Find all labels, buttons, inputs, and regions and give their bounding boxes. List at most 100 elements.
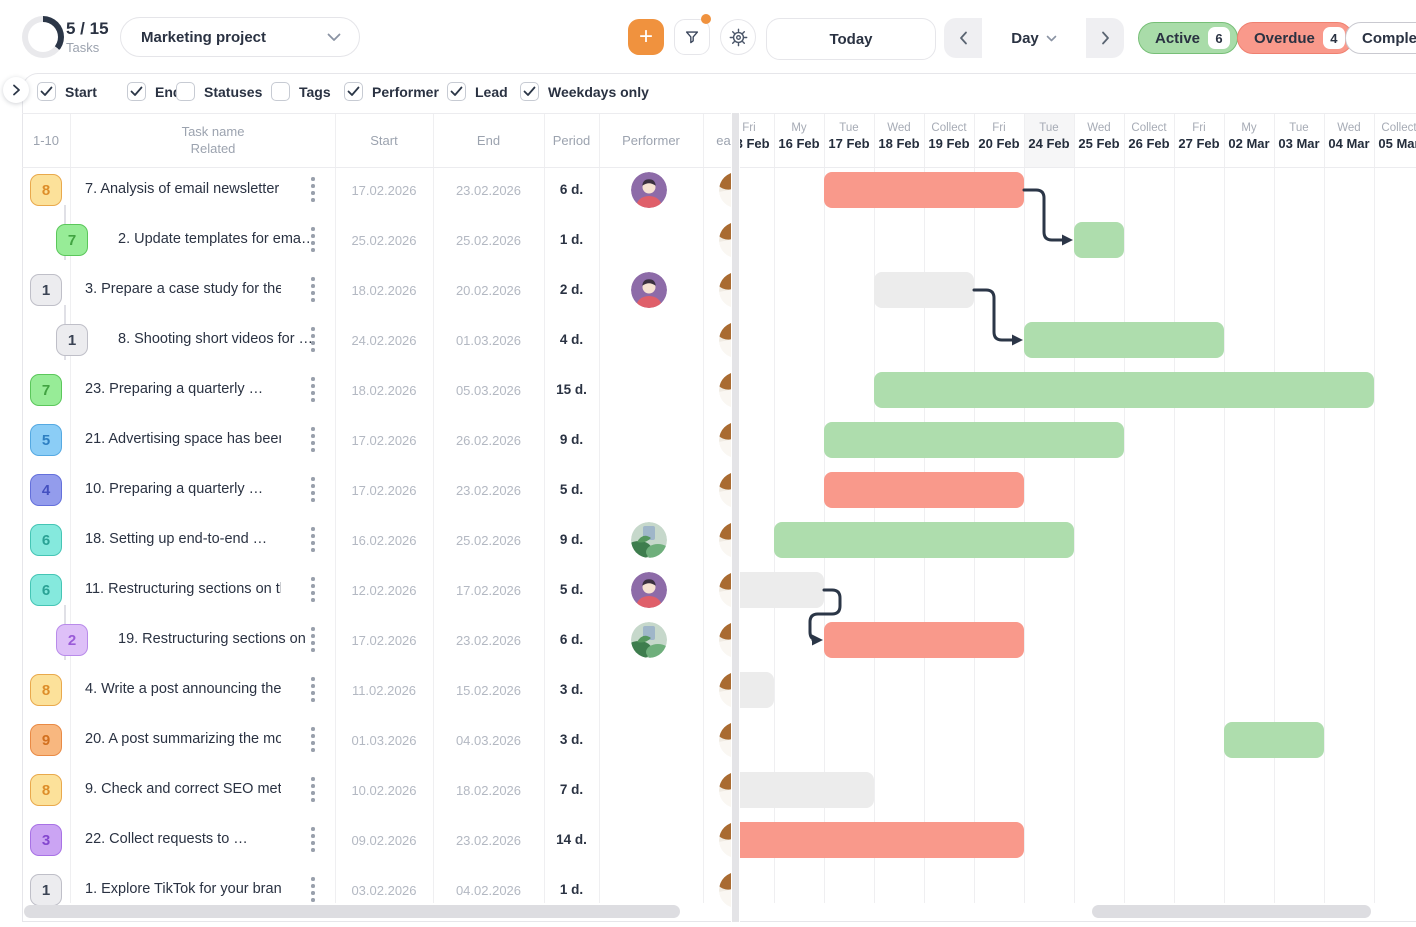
task-menu-handle[interactable] xyxy=(311,527,315,552)
task-status-badge[interactable]: 8 xyxy=(30,674,62,706)
filter-toggle-tags[interactable]: Tags xyxy=(271,82,331,101)
lead-avatar[interactable] xyxy=(719,372,731,408)
gantt-horizontal-scrollbar[interactable] xyxy=(1092,905,1371,918)
lead-avatar[interactable] xyxy=(719,222,731,258)
prev-period-button[interactable] xyxy=(944,18,982,58)
gantt-bar-gray[interactable] xyxy=(733,772,874,808)
performer-avatar[interactable] xyxy=(631,172,667,208)
lead-avatar[interactable] xyxy=(719,872,731,908)
task-name[interactable]: 20. A post summarizing the mont… xyxy=(85,731,281,747)
lead-avatar[interactable] xyxy=(719,472,731,508)
lead-avatar[interactable] xyxy=(719,722,731,758)
task-status-badge[interactable]: 8 xyxy=(30,174,62,206)
task-menu-handle[interactable] xyxy=(311,577,315,602)
zoom-level-select[interactable]: Day xyxy=(982,18,1086,58)
lead-avatar[interactable] xyxy=(719,522,731,558)
filter-toggle-statuses[interactable]: Statuses xyxy=(176,82,262,101)
complete-tasks-pill[interactable]: Complete xyxy=(1345,22,1416,54)
task-name[interactable]: 4. Write a post announcing the … xyxy=(85,681,281,697)
lead-avatar[interactable] xyxy=(719,622,731,658)
lead-avatar[interactable] xyxy=(719,772,731,808)
task-menu-handle[interactable] xyxy=(311,727,315,752)
gantt-bar-red[interactable] xyxy=(824,172,1024,208)
gantt-bar-gray[interactable] xyxy=(733,572,824,608)
gantt-bar-red[interactable] xyxy=(733,822,1024,858)
task-name[interactable]: 22. Collect requests to … xyxy=(85,831,248,847)
task-menu-handle[interactable] xyxy=(311,827,315,852)
task-name[interactable]: 3. Prepare a case study for the … xyxy=(85,281,281,297)
task-status-badge[interactable]: 2 xyxy=(56,624,88,656)
table-horizontal-scrollbar[interactable] xyxy=(24,905,680,918)
performer-avatar[interactable] xyxy=(631,572,667,608)
add-task-button[interactable]: + xyxy=(628,19,664,55)
today-button[interactable]: Today xyxy=(766,18,936,60)
performer-avatar[interactable] xyxy=(631,522,667,558)
performer-avatar[interactable] xyxy=(631,272,667,308)
task-menu-handle[interactable] xyxy=(311,327,315,352)
task-name[interactable]: 10. Preparing a quarterly … xyxy=(85,481,264,497)
task-name[interactable]: 19. Restructuring sections on … xyxy=(118,631,314,647)
overdue-tasks-pill[interactable]: Overdue 4 xyxy=(1237,22,1353,54)
task-status-badge[interactable]: 8 xyxy=(30,774,62,806)
task-name[interactable]: 1. Explore TikTok for your brand xyxy=(85,881,281,897)
filter-button[interactable] xyxy=(674,19,710,55)
task-status-badge[interactable]: 9 xyxy=(30,724,62,756)
task-menu-handle[interactable] xyxy=(311,227,315,252)
task-status-badge[interactable]: 3 xyxy=(30,824,62,856)
gantt-bar-gray[interactable] xyxy=(874,272,974,308)
next-period-button[interactable] xyxy=(1086,18,1124,58)
task-name[interactable]: 18. Setting up end-to-end … xyxy=(85,531,268,547)
task-name[interactable]: 7. Analysis of email newsletter … xyxy=(85,181,281,197)
filter-toggle-weekdays-only[interactable]: Weekdays only xyxy=(520,82,649,101)
task-menu-handle[interactable] xyxy=(311,177,315,202)
task-name[interactable]: 11. Restructuring sections on the … xyxy=(85,581,281,597)
task-status-badge[interactable]: 1 xyxy=(56,324,88,356)
task-menu-handle[interactable] xyxy=(311,627,315,652)
task-menu-handle[interactable] xyxy=(311,877,315,902)
filter-toggle-start[interactable]: Start xyxy=(37,82,97,101)
lead-avatar[interactable] xyxy=(719,272,731,308)
task-status-badge[interactable]: 6 xyxy=(30,574,62,606)
filter-toggle-end[interactable]: End xyxy=(127,82,181,101)
lead-avatar[interactable] xyxy=(719,322,731,358)
project-select[interactable]: Marketing project xyxy=(120,17,360,57)
task-status-badge[interactable]: 7 xyxy=(30,374,62,406)
performer-avatar[interactable] xyxy=(631,622,667,658)
task-name[interactable]: 23. Preparing a quarterly … xyxy=(85,381,264,397)
task-menu-handle[interactable] xyxy=(311,477,315,502)
filter-toggle-performer[interactable]: Performer xyxy=(344,82,439,101)
lead-avatar[interactable] xyxy=(719,172,731,208)
gantt-bar-green[interactable] xyxy=(1224,722,1324,758)
task-status-badge[interactable]: 5 xyxy=(30,424,62,456)
gantt-bar-green[interactable] xyxy=(1024,322,1224,358)
gantt-bar-red[interactable] xyxy=(824,472,1024,508)
task-name[interactable]: 8. Shooting short videos for … xyxy=(118,331,314,347)
task-name[interactable]: 21. Advertising space has been … xyxy=(85,431,281,447)
task-menu-handle[interactable] xyxy=(311,427,315,452)
gantt-bar-green[interactable] xyxy=(774,522,1074,558)
task-menu-handle[interactable] xyxy=(311,277,315,302)
pane-splitter[interactable] xyxy=(731,113,740,922)
gantt-bar-green[interactable] xyxy=(1074,222,1124,258)
lead-avatar[interactable] xyxy=(719,422,731,458)
task-status-badge[interactable]: 1 xyxy=(30,274,62,306)
settings-button[interactable] xyxy=(720,19,756,55)
gantt-bar-red[interactable] xyxy=(824,622,1024,658)
task-name[interactable]: 2. Update templates for ema… xyxy=(118,231,314,247)
task-menu-handle[interactable] xyxy=(311,777,315,802)
lead-avatar[interactable] xyxy=(719,822,731,858)
gantt-bar-green[interactable] xyxy=(824,422,1124,458)
expand-panel-button[interactable] xyxy=(3,77,29,103)
gantt-bar-green[interactable] xyxy=(874,372,1374,408)
task-name[interactable]: 9. Check and correct SEO meta … xyxy=(85,781,281,797)
active-tasks-pill[interactable]: Active 6 xyxy=(1138,22,1239,54)
task-status-badge[interactable]: 4 xyxy=(30,474,62,506)
lead-avatar[interactable] xyxy=(719,672,731,708)
task-status-badge[interactable]: 1 xyxy=(30,874,62,906)
filter-toggle-lead[interactable]: Lead xyxy=(447,82,508,101)
lead-avatar[interactable] xyxy=(719,572,731,608)
task-menu-handle[interactable] xyxy=(311,677,315,702)
task-menu-handle[interactable] xyxy=(311,377,315,402)
task-status-badge[interactable]: 7 xyxy=(56,224,88,256)
task-status-badge[interactable]: 6 xyxy=(30,524,62,556)
